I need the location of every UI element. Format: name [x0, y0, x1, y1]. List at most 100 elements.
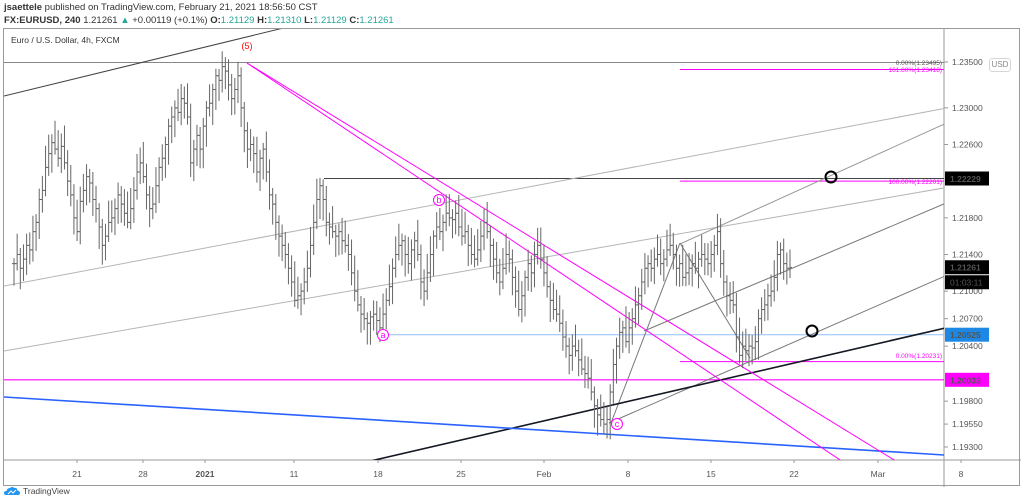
- ohlc-bar: [387, 264, 392, 306]
- x-tick-label: 21: [72, 469, 82, 479]
- ohlc-bar: [34, 214, 39, 251]
- abcd-leg-1[interactable]: [610, 242, 681, 424]
- ohlc-bar: [362, 298, 367, 331]
- plot-area[interactable]: [4, 29, 984, 487]
- price-label-bg: [945, 171, 989, 186]
- ohlc-bar: [532, 241, 537, 288]
- target-circle-marker[interactable]: [824, 170, 838, 184]
- wave-b-label: b: [436, 195, 441, 205]
- y-tick-label: 1.19550: [952, 419, 983, 429]
- ohlc-bar: [122, 189, 127, 226]
- ohlc-bar: [327, 212, 332, 245]
- ohlc-bar: [731, 281, 736, 314]
- price-chart[interactable]: 1.23500 1.23000 1.22600 1.21800 1.21400 1.210…: [4, 29, 1021, 487]
- ohlc-bar: [406, 236, 411, 274]
- ohlc-bar: [642, 253, 647, 295]
- ohlc-bar: [434, 212, 439, 249]
- ohlc-bar: [469, 227, 474, 265]
- magenta-descending-line-1[interactable]: [246, 62, 904, 466]
- x-tick-label: 15: [706, 469, 716, 479]
- ohlc-bar: [314, 178, 319, 230]
- ohlc-bar: [97, 203, 102, 249]
- low-value: 1.21129: [313, 15, 347, 26]
- ohlc-bar: [169, 106, 174, 144]
- ohlc-bar: [560, 309, 565, 351]
- ohlc-bar: [71, 184, 76, 235]
- median-line-lower[interactable]: [608, 259, 984, 424]
- x-tick-label: 18: [373, 469, 383, 479]
- abcd-leg-2[interactable]: [679, 242, 751, 359]
- blue-descending-line[interactable]: [4, 396, 944, 456]
- ohlc-bar: [185, 83, 190, 125]
- pitchfork-upper[interactable]: [679, 106, 984, 245]
- ohlc-bar: [456, 194, 461, 237]
- ohlc-bar: [743, 328, 748, 361]
- author-name[interactable]: jsaettele: [4, 2, 43, 13]
- ohlc-bar: [336, 223, 341, 256]
- ohlc-bar: [280, 224, 285, 262]
- ohlc-bar: [636, 287, 641, 325]
- ohlc-bar: [441, 214, 446, 252]
- ohlc-bar: [412, 231, 417, 269]
- ohlc-bar: [198, 126, 203, 169]
- ohlc-bar: [526, 249, 531, 291]
- ohlc-bar: [576, 339, 581, 377]
- ohlc-bar: [693, 241, 698, 274]
- ohlc-bar: [567, 337, 572, 375]
- ohlc-bar: [431, 230, 436, 277]
- wave-5-label: (5): [242, 41, 253, 51]
- ohlc-bar: [109, 200, 114, 233]
- ohlc-bar: [422, 269, 427, 307]
- ohlc-bar: [409, 239, 414, 281]
- ohlc-bar: [485, 201, 490, 239]
- chart-legend: Euro / U.S. Dollar, 4h, FXCM: [11, 35, 120, 45]
- ohlc-bar: [352, 255, 357, 302]
- ohlc-bar: [573, 324, 578, 357]
- footer: TradingView: [4, 486, 70, 496]
- ohlc-bar: [242, 101, 247, 153]
- ohlc-bar: [463, 211, 468, 244]
- major-support-line[interactable]: [254, 319, 984, 487]
- ohlc-bar: [251, 136, 256, 174]
- countdown-bg: [945, 275, 989, 290]
- ohlc-bar: [611, 348, 616, 404]
- ohlc-bar: [349, 239, 354, 286]
- ohlc-bar: [311, 204, 316, 255]
- x-tick-label: 25: [456, 469, 466, 479]
- x-tick-label: 11: [290, 469, 299, 479]
- ohlc-bar: [564, 321, 569, 358]
- chart-container[interactable]: 1.23500 1.23000 1.22600 1.21800 1.21400 1.210…: [3, 28, 1021, 487]
- lower-channel-line[interactable]: [4, 181, 984, 352]
- upper-trend-line[interactable]: [4, 29, 304, 97]
- ohlc-bar: [529, 255, 534, 292]
- ohlc-bar: [482, 208, 487, 251]
- ohlc-bar: [172, 100, 177, 138]
- ohlc-bar: [81, 173, 86, 213]
- ohlc-bar: [289, 255, 294, 297]
- wave-a-label: a: [380, 330, 385, 340]
- wave-a-marker: [377, 329, 389, 341]
- target-circle-marker[interactable]: [805, 324, 819, 338]
- median-line-upper[interactable]: [643, 187, 984, 332]
- currency-button[interactable]: USD: [989, 58, 1011, 72]
- last-price: 1.21261: [83, 15, 118, 26]
- ohlc-bar: [15, 233, 20, 271]
- ohlc-bar: [680, 244, 685, 286]
- ohlc-bar: [598, 394, 603, 427]
- ohlc-bar: [179, 84, 184, 126]
- upper-channel-line[interactable]: [4, 101, 984, 287]
- price-change: +0.00119 (+0.1%): [132, 15, 208, 26]
- y-tick-label: 1.23000: [952, 103, 983, 113]
- ohlc-bar: [390, 258, 395, 305]
- ohlc-bar: [346, 234, 351, 271]
- price-label-bg: [945, 260, 989, 275]
- magenta-descending-line-2[interactable]: [246, 62, 864, 476]
- ohlc-bar: [497, 258, 502, 296]
- ohlc-bar: [384, 288, 389, 330]
- price-label-bg: [945, 327, 989, 342]
- tradingview-brand[interactable]: TradingView: [23, 486, 70, 496]
- ohlc-bar: [488, 225, 493, 268]
- ohlc-bar: [699, 234, 704, 267]
- open-label: O:: [210, 15, 221, 26]
- ohlc-bar: [721, 249, 726, 296]
